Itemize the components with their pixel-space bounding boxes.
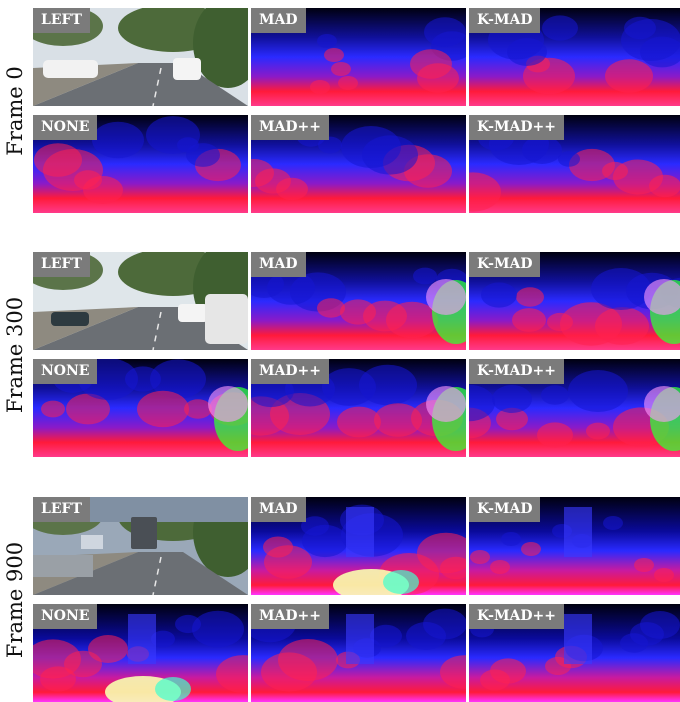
method-label: NONE	[33, 604, 98, 629]
method-label: NONE	[33, 359, 98, 384]
disparity-graphic	[251, 497, 466, 595]
method-label: K-MAD	[469, 252, 541, 277]
disparity-map-image: K-MAD++	[469, 359, 680, 457]
disparity-map-image: MAD++	[251, 115, 466, 213]
disparity-map-image: MAD++	[251, 359, 466, 457]
disparity-map-image: NONE	[33, 359, 248, 457]
frame-row-label: Frame 900	[0, 497, 30, 702]
left-input-image: LEFT	[33, 8, 248, 106]
method-label: LEFT	[33, 8, 90, 33]
disparity-graphic	[469, 604, 680, 702]
disparity-map-image: MAD++	[251, 604, 466, 702]
frame-row-label-text: Frame 900	[3, 541, 28, 658]
disparity-map-image: MAD	[251, 252, 466, 350]
disparity-map-image: MAD	[251, 8, 466, 106]
method-label: MAD	[251, 8, 306, 33]
method-label: LEFT	[33, 252, 90, 277]
disparity-map-image: K-MAD++	[469, 604, 680, 702]
method-label: LEFT	[33, 497, 90, 522]
disparity-graphic	[469, 252, 680, 350]
method-label: K-MAD	[469, 497, 541, 522]
method-label: MAD	[251, 252, 306, 277]
frame-row-label-text: Frame 0	[3, 65, 28, 156]
disparity-map-image: K-MAD	[469, 497, 680, 595]
road-scene-graphic	[33, 8, 248, 106]
method-label: MAD	[251, 497, 306, 522]
disparity-map-image: K-MAD	[469, 252, 680, 350]
method-label: K-MAD++	[469, 359, 564, 384]
method-label: K-MAD	[469, 8, 541, 33]
frame-row-label-text: Frame 300	[3, 296, 28, 413]
disparity-map-image: NONE	[33, 604, 248, 702]
left-input-image: LEFT	[33, 252, 248, 350]
method-label: MAD++	[251, 115, 329, 140]
disparity-map-image: K-MAD++	[469, 115, 680, 213]
disparity-map-image: K-MAD	[469, 8, 680, 106]
method-label: K-MAD++	[469, 604, 564, 629]
method-label: MAD++	[251, 359, 329, 384]
method-label: MAD++	[251, 604, 329, 629]
method-label: NONE	[33, 115, 98, 140]
left-input-image: LEFT	[33, 497, 248, 595]
disparity-map-image: NONE	[33, 115, 248, 213]
disparity-graphic	[469, 8, 680, 106]
frame-row-label: Frame 0	[0, 8, 30, 213]
disparity-map-image: MAD	[251, 497, 466, 595]
frame-row-label: Frame 300	[0, 252, 30, 457]
disparity-graphic	[469, 497, 680, 595]
method-label: K-MAD++	[469, 115, 564, 140]
